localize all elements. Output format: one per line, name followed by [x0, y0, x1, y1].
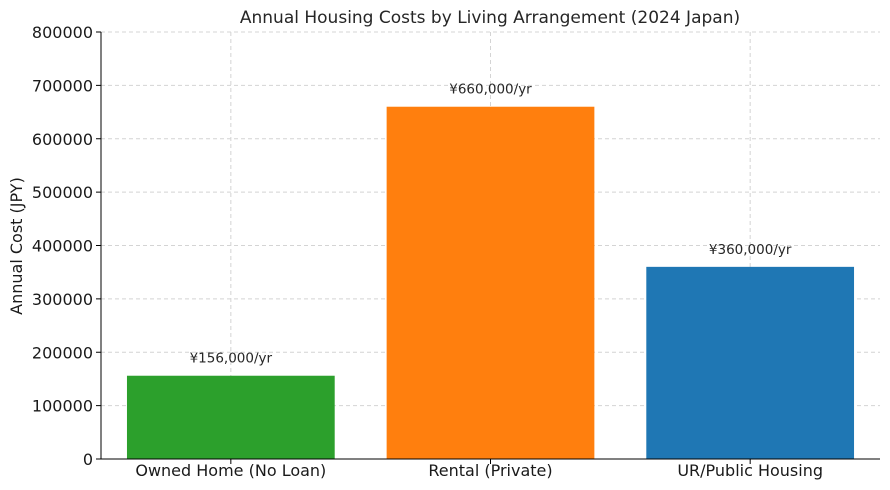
bar-value-label: ¥360,000/yr [709, 242, 792, 258]
y-tick-label: 600000 [32, 130, 93, 149]
y-axis-label: Annual Cost (JPY) [7, 177, 26, 315]
y-tick-label: 200000 [32, 343, 93, 362]
bar [126, 375, 335, 459]
y-tick-label: 500000 [32, 183, 93, 202]
bar [386, 106, 595, 459]
bars [126, 106, 855, 459]
y-tick-label: 400000 [32, 237, 93, 256]
x-tick-label: UR/Public Housing [677, 461, 823, 480]
x-tick-label: Owned Home (No Loan) [135, 461, 326, 480]
bar-value-label: ¥660,000/yr [449, 82, 532, 98]
y-tick-label: 100000 [32, 397, 93, 416]
x-ticks: Owned Home (No Loan) Rental (Private) UR/P… [135, 461, 823, 480]
y-tick-label: 800000 [32, 23, 93, 42]
axes [96, 31, 880, 464]
y-tick-label: 700000 [32, 76, 93, 95]
y-ticks: 0 100000 200000 300000 400000 500000 600000 700… [32, 23, 93, 469]
chart-title: Annual Housing Costs by Living Arrangeme… [240, 8, 740, 28]
y-tick-label: 300000 [32, 290, 93, 309]
data-labels: ¥156,000/yr ¥660,000/yr ¥360,000/yr [190, 82, 792, 367]
y-tick-label: 0 [83, 450, 93, 469]
x-tick-label: Rental (Private) [428, 461, 552, 480]
bar-value-label: ¥156,000/yr [190, 351, 273, 367]
bar [646, 266, 855, 459]
